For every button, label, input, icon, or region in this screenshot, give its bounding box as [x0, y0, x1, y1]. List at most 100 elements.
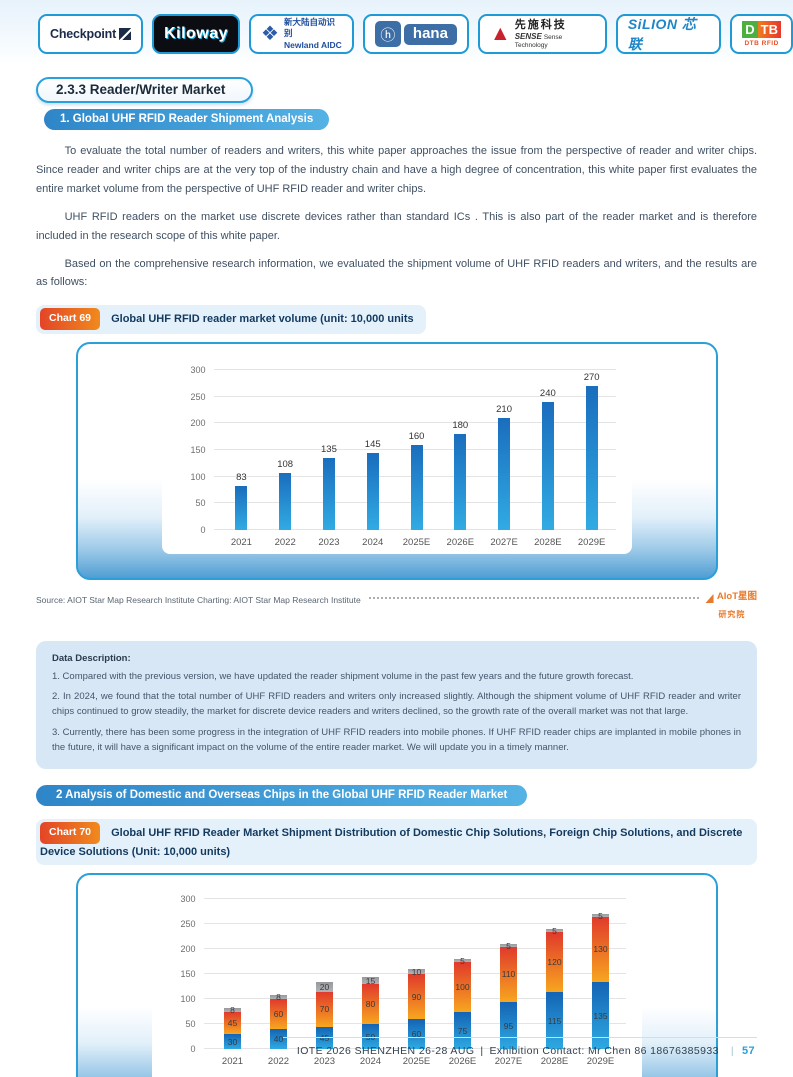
bar-2025E: 60 90 10 2025E	[394, 899, 440, 1068]
segment-国产芯片方案: 50	[362, 1024, 379, 1050]
logo-dtb-rfid: D TB DTB RFID	[730, 14, 793, 54]
y-axis-tick: 200	[190, 418, 206, 429]
bars-container: 83 2021 108 2022 135 2023 145 2024 160 2025E 180 20…	[220, 370, 614, 549]
chart70-badge: Chart 70	[40, 821, 101, 844]
newland-en: Newland AIDC	[283, 39, 342, 50]
segment-value-label: 8	[230, 1004, 235, 1015]
chart70-stacked-bar-chart: 0 50 100 150 200 250 300 30 45 8 2021 40 60 8 2022 45 70…	[152, 894, 632, 1077]
segment-分立器件方案: 10	[408, 967, 425, 977]
segment-国外芯片方案: 80	[362, 984, 379, 1025]
section2-heading-pill: 2 Analysis of Domestic and Overseas Chip…	[36, 784, 528, 806]
subsection-heading-pill: 1. Global UHF RFID Reader Shipment Analy…	[44, 109, 330, 130]
newland-cn: 新大陆自动识别	[283, 17, 335, 39]
x-axis-tick: 2024	[362, 537, 384, 549]
bar	[585, 386, 598, 531]
segment-分立器件方案: 8	[224, 1004, 241, 1015]
bar	[410, 444, 423, 531]
bar-2027E: 95 110 5 2027E	[486, 899, 532, 1068]
bar-value-label: 135	[321, 444, 337, 456]
x-axis-tick: 2023	[313, 1056, 336, 1068]
sense-wordmark: 先施科技 SENSE Sense Technology	[515, 19, 595, 50]
subsection-heading: 1. Global UHF RFID Reader Shipment Analy…	[60, 113, 314, 125]
dtb-blocks: D TB	[742, 21, 782, 38]
chart69-source-text: Source: AIOT Star Map Research Institute…	[36, 595, 361, 606]
y-axis-tick: 50	[195, 498, 206, 509]
segment-value-label: 120	[547, 956, 562, 967]
chart69-card: 0 50 100 150 200 250 300 83 2021 108 2022 135 2023 14…	[75, 342, 718, 581]
dotted-leader	[368, 591, 699, 600]
segment-国外芯片方案: 100	[454, 961, 471, 1012]
x-axis-tick: 2022	[274, 537, 296, 549]
bar	[235, 485, 248, 531]
segment-分立器件方案: 8	[270, 992, 287, 1002]
segment-value-label: 50	[365, 1031, 376, 1042]
bar	[322, 458, 335, 531]
segment-value-label: 15	[365, 975, 376, 986]
y-axis-tick: 300	[180, 894, 196, 905]
x-axis-tick: 2021	[230, 537, 252, 549]
segment-国外芯片方案: 45	[224, 1011, 241, 1035]
checkpoint-mark-icon	[119, 28, 132, 40]
paragraph-1: To evaluate the total number of readers …	[36, 145, 757, 195]
aiot-line1: AIoT星图	[716, 591, 757, 603]
segment-value-label: 5	[506, 940, 511, 951]
segment-国外芯片方案: 120	[546, 931, 563, 992]
footer-event: IOTE 2026 SHENZHEN 26-28 AUG	[296, 1045, 475, 1057]
segment-分立器件方案: 5	[592, 911, 609, 921]
segment-国产芯片方案: 30	[224, 1034, 241, 1050]
chart70-title: Global UHF RFID Reader Market Shipment D…	[40, 826, 743, 858]
x-axis-tick: 2029E	[577, 537, 606, 549]
segment-分立器件方案: 5	[454, 956, 471, 966]
segment-value-label: 70	[319, 1004, 330, 1015]
segment-国外芯片方案: 70	[316, 991, 333, 1027]
segment-value-label: 5	[598, 910, 603, 921]
data-description-item-2: 2. In 2024, we found that the total numb…	[52, 691, 741, 718]
segment-value-label: 60	[273, 1009, 284, 1020]
segment-value-label: 5	[552, 925, 557, 936]
bar-2022: 108 2022	[263, 370, 307, 549]
data-description-item-3: 3. Currently, there has been some progre…	[52, 726, 741, 753]
data-description-box: Data Description: 1. Compared with the p…	[36, 641, 757, 769]
silion-wordmark: SiLION 芯联	[627, 16, 697, 52]
x-axis-tick: 2027E	[490, 537, 518, 549]
logo-kiloway: Kiloway	[152, 14, 241, 54]
segment-value-label: 30	[227, 1036, 238, 1047]
segment-国外芯片方案: 110	[500, 946, 517, 1002]
gridline	[213, 422, 616, 424]
segment-value-label: 45	[319, 1033, 330, 1044]
bar-2025E: 160 2025E	[395, 370, 439, 548]
bar-2022: 40 60 8 2022	[256, 899, 302, 1067]
page-number: 57	[741, 1045, 755, 1057]
chart70-card: 0 50 100 150 200 250 300 30 45 8 2021 40 60 8 2022 45 70…	[75, 873, 718, 1077]
logo-checkpoint: Checkpoint	[38, 14, 144, 54]
bar-value-label: 83	[236, 471, 247, 483]
chart70-label: Chart 70 Global UHF RFID Reader Market S…	[36, 818, 757, 866]
bar-2029E: 270 2029E	[570, 370, 614, 548]
y-axis-tick: 250	[190, 391, 206, 402]
bar	[366, 452, 379, 531]
gridline	[203, 948, 626, 950]
sense-en-bold: SENSE	[514, 31, 542, 41]
segment-value-label: 100	[455, 981, 470, 992]
x-axis-tick: 2021	[221, 1056, 244, 1068]
x-axis-tick: 2026E	[446, 537, 475, 549]
chart70-plot-area: 0 50 100 150 200 250 300 30 45 8 2021 40 60 8 2022 45 70…	[180, 894, 626, 1068]
bar-value-label: 210	[496, 404, 512, 416]
logo-silion: SiLION 芯联	[615, 14, 722, 54]
x-axis-tick: 2029E	[586, 1056, 615, 1068]
dtb-caption: DTB RFID	[744, 40, 779, 47]
x-axis-tick: 2024	[359, 1056, 382, 1068]
segment-分立器件方案: 5	[500, 941, 517, 951]
section-heading-pill: 2.3.3 Reader/Writer Market	[36, 77, 254, 103]
bar-2026E: 180 2026E	[438, 370, 482, 548]
kiloway-wordmark: Kiloway	[164, 25, 229, 42]
segment-value-label: 20	[319, 981, 330, 992]
hana-circle-h-icon: ⓗ	[374, 21, 401, 47]
bar	[279, 472, 292, 531]
chart69-source-row: Source: AIOT Star Map Research Institute…	[36, 591, 757, 623]
hana-wordmark: hana	[403, 23, 457, 45]
bar-2027E: 210 2027E	[482, 370, 526, 548]
bar-2028E: 115 120 5 2028E	[532, 899, 578, 1068]
partner-logo-band: Checkpoint Kiloway ❖ 新大陆自动识别 Newland AID…	[0, 0, 793, 65]
